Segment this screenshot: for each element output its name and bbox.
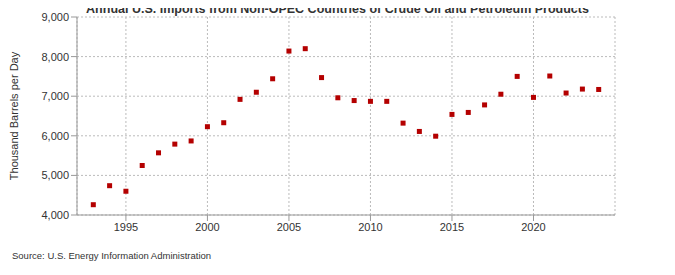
svg-text:2005: 2005 bbox=[277, 221, 301, 233]
svg-text:2020: 2020 bbox=[521, 221, 545, 233]
svg-text:2010: 2010 bbox=[358, 221, 382, 233]
html-text:Source: U.S. Energy Informatio: Source: U.S. Energy Information Administ… bbox=[12, 250, 212, 261]
svg-text:8,000: 8,000 bbox=[41, 51, 69, 63]
svg-text:6,000: 6,000 bbox=[41, 130, 69, 142]
svg-text:5,000: 5,000 bbox=[41, 169, 69, 181]
svg-text:4,000: 4,000 bbox=[41, 209, 69, 221]
svg-text:9,000: 9,000 bbox=[41, 11, 69, 23]
html-text:Annual U.S. Imports from Non-O: Annual U.S. Imports from Non-OPEC Countr… bbox=[86, 2, 589, 16]
svg-text:2000: 2000 bbox=[195, 221, 219, 233]
svg-text:1995: 1995 bbox=[114, 221, 138, 233]
svg-text:Thousand Barrels per Day: Thousand Barrels per Day bbox=[8, 51, 20, 180]
svg-text:2015: 2015 bbox=[440, 221, 464, 233]
svg-text:7,000: 7,000 bbox=[41, 90, 69, 102]
